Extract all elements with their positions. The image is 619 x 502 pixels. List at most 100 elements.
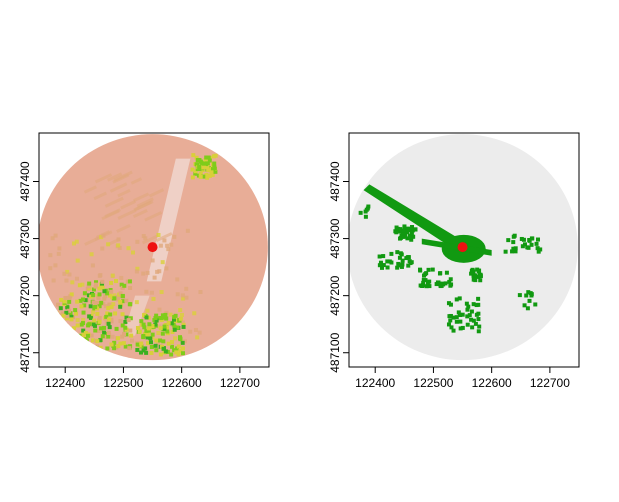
raster-cell <box>465 307 470 312</box>
raster-cell <box>44 334 49 339</box>
raster-cell <box>201 174 206 179</box>
raster-cell <box>213 169 218 174</box>
raster-cell <box>143 236 148 241</box>
raster-cell <box>53 263 58 268</box>
raster-cell <box>448 283 453 288</box>
raster-cell <box>116 237 121 242</box>
raster-cell <box>421 280 426 285</box>
raster-cell <box>100 246 105 251</box>
raster-cell <box>421 273 426 278</box>
raster-cell <box>83 185 97 194</box>
raster-cell <box>123 344 128 349</box>
raster-cell <box>106 306 111 311</box>
raster-cell <box>94 282 99 287</box>
raster-cell <box>94 280 99 285</box>
raster-cell <box>149 350 154 355</box>
left-panel: 122400 122500 122600 122700 487100 487200 4873… <box>18 132 270 390</box>
raster-cell <box>513 246 518 251</box>
raster-cell <box>135 326 140 331</box>
raster-cell <box>476 311 481 316</box>
raster-cell <box>69 317 74 322</box>
raster-cell <box>62 299 67 304</box>
raster-cell <box>97 319 102 324</box>
raster-cell <box>172 324 177 329</box>
raster-cell <box>141 234 146 239</box>
raster-cell <box>114 279 119 284</box>
raster-cell <box>91 293 96 298</box>
raster-cell <box>45 313 50 318</box>
x-tick-label: 122500 <box>413 376 453 390</box>
raster-cell <box>74 311 79 316</box>
raster-cell <box>464 301 469 306</box>
y-tick-label: 487400 <box>328 161 342 201</box>
raster-cell <box>80 282 85 287</box>
raster-cell <box>132 208 148 219</box>
raster-cell <box>206 155 211 160</box>
raster-cell <box>400 262 405 267</box>
raster-cell <box>55 328 60 333</box>
raster-cell <box>105 311 110 316</box>
raster-cell <box>533 302 538 307</box>
raster-cell <box>379 265 384 270</box>
raster-cell <box>89 333 94 338</box>
raster-cell <box>48 317 53 322</box>
raster-cell <box>144 211 163 222</box>
raster-cell <box>180 351 185 356</box>
raster-cell <box>142 331 147 336</box>
raster-cell <box>511 240 516 245</box>
raster-cell <box>158 338 163 343</box>
raster-cell <box>107 302 112 307</box>
raster-cell <box>202 161 207 166</box>
raster-cell <box>154 348 159 353</box>
raster-cell <box>409 235 414 240</box>
raster-cell <box>57 246 62 251</box>
raster-cell <box>69 333 74 338</box>
raster-cell <box>424 271 429 276</box>
raster-cell <box>155 269 160 274</box>
raster-cell <box>473 273 478 278</box>
raster-cell <box>101 233 106 238</box>
raster-cell <box>448 313 453 318</box>
raster-cell <box>409 237 414 242</box>
raster-cell <box>381 254 386 259</box>
raster-cell <box>211 154 216 159</box>
raster-cell <box>201 164 206 169</box>
raster-cell <box>57 334 62 339</box>
raster-cell <box>162 324 167 329</box>
raster-cell <box>114 326 119 331</box>
raster-cell <box>106 242 111 247</box>
raster-cell <box>48 253 53 258</box>
raster-cell <box>446 301 451 306</box>
raster-cell <box>535 246 540 251</box>
raster-cell <box>81 318 86 323</box>
raster-cell <box>527 238 532 243</box>
raster-cell <box>141 322 146 327</box>
raster-cell <box>126 318 131 323</box>
raster-cell <box>197 164 202 169</box>
raster-cell <box>75 323 80 328</box>
raster-cell <box>100 334 105 339</box>
raster-cell <box>530 236 535 241</box>
raster-cell <box>71 337 76 342</box>
raster-cell <box>147 322 152 327</box>
raster-cell <box>165 325 170 330</box>
raster-cell <box>108 312 113 317</box>
raster-cell <box>456 310 461 315</box>
raster-cell <box>378 262 383 267</box>
raster-cell <box>144 315 149 320</box>
raster-cell <box>153 343 158 348</box>
raster-cell <box>478 278 483 283</box>
raster-cell <box>151 296 156 301</box>
raster-cell <box>78 298 83 303</box>
raster-cell <box>409 227 414 232</box>
raster-cell <box>159 290 164 295</box>
raster-cell <box>178 316 183 321</box>
raster-cell <box>107 325 112 330</box>
x-tick-label: 122600 <box>472 376 512 390</box>
raster-cell <box>180 346 185 351</box>
raster-cell <box>438 281 443 286</box>
raster-cell <box>506 238 511 243</box>
raster-cell <box>178 308 183 313</box>
raster-cell <box>405 255 410 260</box>
raster-cell <box>106 321 111 326</box>
